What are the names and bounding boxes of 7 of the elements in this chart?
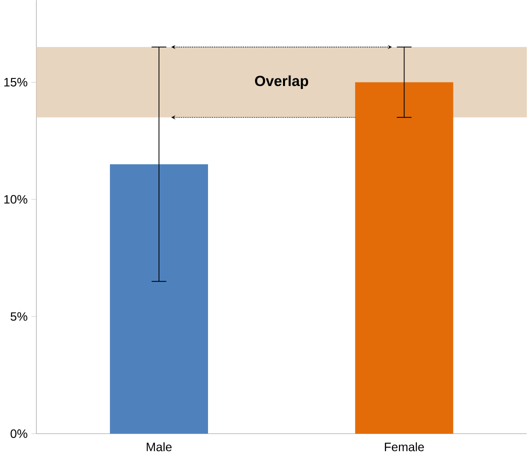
band-label: Overlap: [255, 76, 308, 90]
y-tick-label: 10%: [4, 195, 28, 204]
x-tick-label: Female: [384, 442, 424, 452]
y-tick-label: 15%: [4, 78, 28, 87]
y-tick-label: 5%: [10, 312, 28, 321]
y-tick-label: 0%: [10, 430, 28, 438]
x-tick-label: Male: [146, 442, 172, 452]
